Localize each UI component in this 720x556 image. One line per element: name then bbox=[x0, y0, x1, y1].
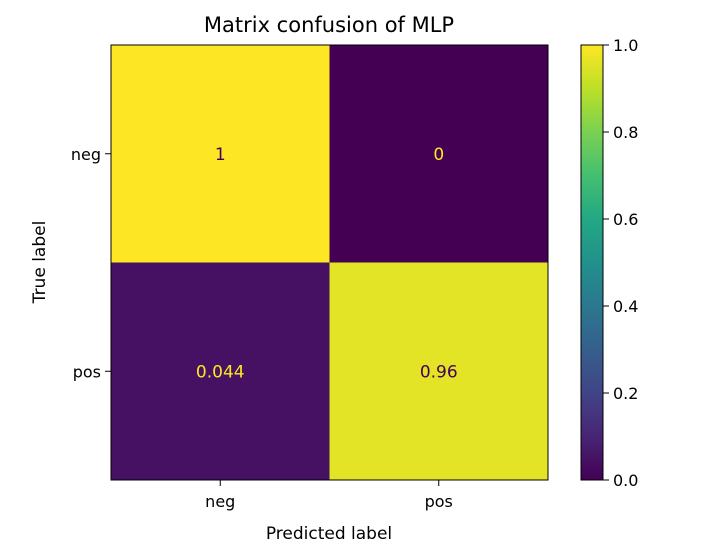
y-tick-label: neg bbox=[71, 145, 101, 164]
matrix-frame bbox=[110, 44, 549, 481]
cell-value-label: 0.044 bbox=[196, 362, 245, 382]
y-axis-ticks: neg pos bbox=[71, 145, 111, 381]
colorbar-tick-label: 1.0 bbox=[613, 36, 638, 55]
cell-value-labels: 1 0 0.044 0.96 bbox=[196, 145, 458, 383]
matrix-cell-pos-pos bbox=[329, 262, 549, 481]
colorbar bbox=[580, 44, 604, 481]
colorbar-tick-label: 0.4 bbox=[613, 297, 638, 316]
cell-value-label: 0.96 bbox=[420, 362, 458, 382]
matrix-cell-pos-neg bbox=[111, 262, 330, 481]
y-axis-label: True label bbox=[30, 221, 50, 305]
x-tick-label: neg bbox=[205, 492, 235, 511]
x-axis-ticks: neg pos bbox=[205, 480, 453, 511]
y-tick-label: pos bbox=[73, 362, 101, 381]
cell-value-label: 0 bbox=[433, 145, 444, 165]
matrix-cell-neg-pos bbox=[329, 45, 549, 263]
x-tick-label: pos bbox=[425, 492, 453, 511]
x-axis-label: Predicted label bbox=[266, 524, 392, 544]
matrix-cell-neg-neg bbox=[111, 45, 330, 263]
cell-value-label: 1 bbox=[215, 145, 226, 165]
chart-title: Matrix confusion of MLP bbox=[204, 13, 454, 37]
colorbar-tick-label: 0.6 bbox=[613, 210, 638, 229]
colorbar-ticks: 0.0 0.2 0.4 0.6 0.8 1.0 bbox=[603, 36, 638, 490]
colorbar-tick-label: 0.8 bbox=[613, 123, 638, 142]
colorbar-tick-label: 0.2 bbox=[613, 384, 638, 403]
colorbar-tick-label: 0.0 bbox=[613, 471, 638, 490]
matrix-cells bbox=[111, 45, 549, 481]
